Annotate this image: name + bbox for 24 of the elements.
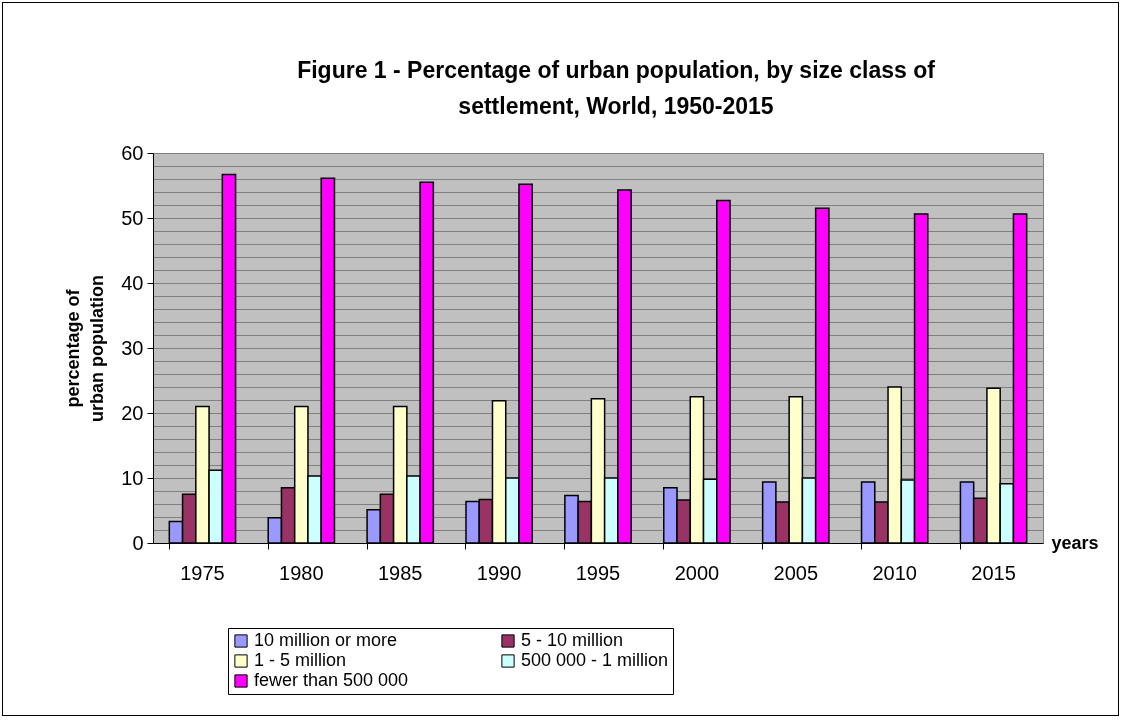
- legend-label: fewer than 500 000: [254, 670, 409, 690]
- y-tick-label: 20: [121, 401, 144, 424]
- y-tick-label: 10: [121, 466, 144, 489]
- legend-label: 5 - 10 million: [521, 630, 624, 650]
- legend-label: 500 000 - 1 million: [521, 650, 669, 670]
- legend-label: 1 - 5 million: [254, 650, 347, 670]
- x-tick-label: 1990: [476, 561, 522, 584]
- x-tick-label: 1985: [377, 561, 423, 584]
- x-axis-title: years: [1051, 532, 1099, 553]
- x-tick-label: 2015: [971, 561, 1016, 584]
- x-tick-label: 1980: [279, 561, 324, 584]
- y-axis-title: percentage of urban population: [63, 275, 108, 422]
- x-tick-label: 2005: [773, 561, 819, 584]
- x-tick-label: 1995: [575, 561, 621, 584]
- y-tick-label: 0: [132, 531, 144, 554]
- y-tick-label: 50: [121, 206, 144, 229]
- y-tick-label: 40: [121, 271, 144, 294]
- x-tick-label: 1975: [180, 561, 225, 584]
- legend-label: 10 million or more: [254, 630, 398, 650]
- y-tick-label: 60: [121, 141, 144, 164]
- chart-title: Figure 1 - Percentage of urban population, by size class of settlement, World, 1950-2015: [297, 57, 936, 119]
- x-tick-label: 2000: [674, 561, 720, 584]
- x-tick-label: 2010: [872, 561, 917, 584]
- y-tick-label: 30: [121, 336, 144, 359]
